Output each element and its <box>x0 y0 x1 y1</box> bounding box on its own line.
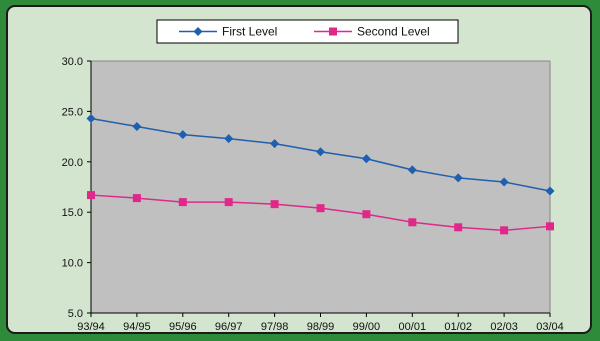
y-tick-label: 20.0 <box>62 157 83 169</box>
legend-box <box>156 19 459 44</box>
legend-item-second-level: Second Level <box>314 25 430 39</box>
x-tick-label: 03/04 <box>536 321 564 333</box>
data-point-second-level <box>270 200 279 209</box>
data-point-first-level <box>270 139 280 149</box>
y-axis: 5.0 10.0 15.0 20.0 25.0 30.0 <box>62 56 92 320</box>
data-point-second-level <box>132 194 141 203</box>
x-tick-label: 02/03 <box>490 321 518 333</box>
data-point-first-level <box>316 147 325 157</box>
x-axis: 93/94 94/95 95/96 96/97 97/98 98/99 99/00 00/01… <box>77 312 564 333</box>
data-point-first-level <box>407 165 417 175</box>
y-tick-label: 5.0 <box>68 308 83 320</box>
y-tick-label: 30.0 <box>62 56 83 68</box>
legend-marker-first-level <box>193 27 203 36</box>
data-point-first-level <box>361 154 371 164</box>
x-tick-label: 97/98 <box>261 321 289 333</box>
legend-label-second-level: Second Level <box>357 25 430 39</box>
chart-frame: First Level Second Level 5.0 10.0 15.0 20.0 2… <box>6 5 592 334</box>
data-point-first-level <box>453 173 463 183</box>
legend-label-first-level: First Level <box>222 25 277 39</box>
data-point-second-level <box>178 198 187 207</box>
data-point-first-level <box>178 130 188 140</box>
data-point-first-level <box>499 177 509 187</box>
series-second-level <box>87 191 554 235</box>
x-tick-label: 93/94 <box>77 321 105 333</box>
x-tick-label: 00/01 <box>399 321 427 333</box>
data-point-second-level <box>500 226 509 235</box>
data-point-first-level <box>132 122 142 132</box>
x-tick-label: 98/99 <box>307 321 335 333</box>
data-point-second-level <box>87 191 95 200</box>
data-point-first-level <box>545 186 555 196</box>
x-tick-label: 94/95 <box>123 321 151 333</box>
legend-marker-second-level <box>329 27 337 36</box>
data-point-second-level <box>546 222 554 231</box>
data-point-second-level <box>316 204 325 213</box>
x-tick-label: 99/00 <box>353 321 381 333</box>
data-point-first-level <box>86 113 96 123</box>
data-point-second-level <box>408 218 417 227</box>
plot-area <box>90 60 551 314</box>
series-layer <box>86 113 555 235</box>
data-point-second-level <box>362 210 371 219</box>
y-tick-label: 10.0 <box>62 258 83 270</box>
x-tick-label: 96/97 <box>215 321 243 333</box>
x-tick-label: 95/96 <box>169 321 197 333</box>
line-chart: First Level Second Level 5.0 10.0 15.0 20.0 2… <box>62 19 564 333</box>
data-point-second-level <box>224 198 233 207</box>
y-tick-label: 25.0 <box>62 106 83 118</box>
data-point-second-level <box>454 223 463 232</box>
data-point-first-level <box>224 134 234 144</box>
legend: First Level Second Level <box>156 19 459 44</box>
legend-item-first-level: First Level <box>179 25 277 39</box>
y-tick-label: 15.0 <box>62 207 83 219</box>
series-first-level <box>86 113 555 196</box>
x-tick-label: 01/02 <box>444 321 472 333</box>
